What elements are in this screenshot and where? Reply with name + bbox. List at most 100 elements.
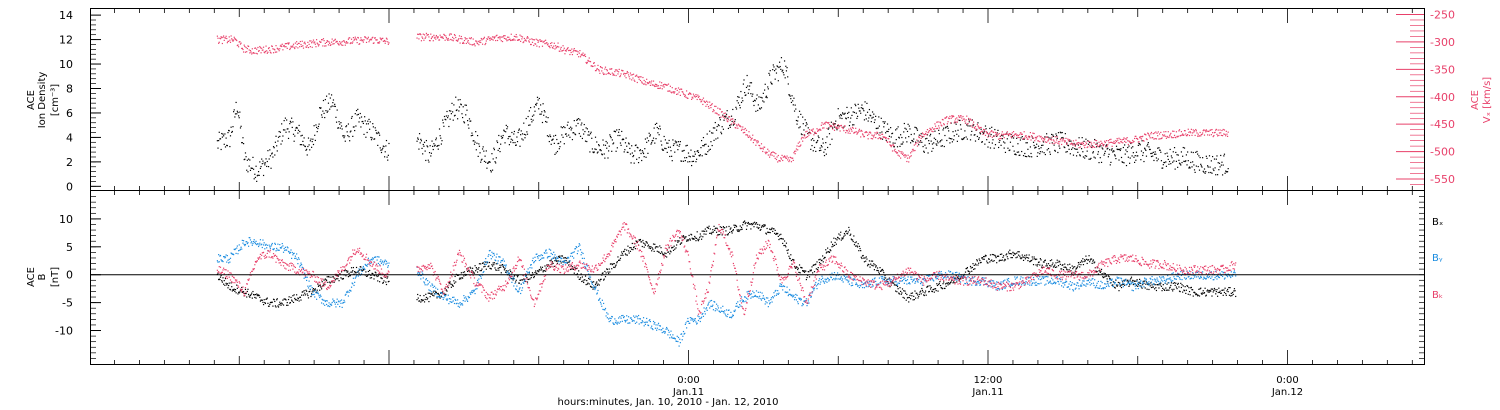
vx-point	[1158, 133, 1161, 135]
vx-point	[773, 155, 775, 157]
vx-point	[894, 148, 896, 151]
bx-point	[592, 288, 594, 290]
vx-point	[354, 38, 356, 40]
bx-point	[267, 302, 269, 304]
vx-point	[1200, 133, 1202, 136]
vx-point	[1001, 131, 1003, 133]
vx-point	[359, 43, 361, 45]
density-point	[1034, 146, 1036, 148]
vx-point	[770, 151, 773, 154]
bx-point	[710, 233, 713, 235]
density-point	[943, 127, 945, 129]
bx-point	[819, 258, 821, 260]
vx-point	[568, 49, 570, 51]
vx-point	[1078, 147, 1080, 149]
bx-point	[747, 221, 749, 224]
density-point	[918, 144, 920, 146]
density-point	[466, 120, 469, 122]
vx-point	[531, 41, 534, 43]
vx-point	[641, 82, 643, 84]
top-panel-data	[216, 32, 1229, 182]
vx-point	[709, 101, 711, 103]
density-point	[560, 126, 562, 128]
bx-point	[503, 269, 506, 271]
density-point	[229, 135, 232, 137]
bx-point	[257, 293, 259, 296]
vx-point	[350, 38, 353, 40]
vx-point	[488, 36, 490, 38]
bx-point	[344, 270, 346, 272]
bx-point	[892, 282, 894, 284]
vx-point	[1068, 139, 1070, 141]
bx-point	[1135, 280, 1137, 282]
bx-point	[900, 290, 902, 293]
vx-point	[882, 136, 884, 138]
vx-point	[921, 132, 924, 134]
density-point	[359, 112, 361, 115]
vx-point	[788, 159, 791, 161]
density-point	[435, 139, 437, 141]
bx-point	[785, 246, 787, 248]
vx-point	[1113, 140, 1115, 142]
density-point	[681, 160, 683, 162]
density-point	[453, 104, 455, 106]
top-right-tick-label: -250	[1430, 8, 1455, 21]
density-point	[256, 180, 258, 182]
density-point	[424, 150, 426, 152]
vx-point	[897, 154, 899, 156]
vx-point	[317, 45, 320, 47]
vx-point	[423, 34, 426, 36]
bx-point	[740, 226, 743, 229]
vx-point	[1219, 129, 1221, 131]
vx-point	[1223, 133, 1225, 135]
bx-point	[590, 286, 592, 288]
bx-point	[1059, 261, 1061, 263]
density-point	[536, 102, 538, 104]
bx-point	[549, 266, 552, 268]
vx-point	[1147, 133, 1149, 135]
density-point	[846, 106, 848, 109]
vx-point	[549, 47, 551, 49]
vx-point	[258, 50, 260, 52]
bx-point	[483, 266, 485, 268]
bx-point	[1045, 265, 1047, 267]
vx-point	[823, 122, 826, 124]
density-point	[619, 134, 621, 137]
bx-point	[604, 270, 606, 273]
density-point	[601, 153, 603, 155]
density-point	[1222, 164, 1224, 166]
density-point	[471, 132, 473, 134]
vx-point	[305, 46, 307, 48]
density-point	[377, 131, 379, 133]
bx-point	[978, 258, 980, 260]
vx-point	[324, 42, 326, 44]
vx-point	[497, 37, 499, 39]
bx-point	[373, 278, 375, 280]
density-point	[810, 139, 812, 141]
bx-point	[372, 272, 374, 275]
density-point	[971, 119, 973, 121]
vx-point	[908, 157, 910, 159]
density-point	[1218, 162, 1221, 164]
bx-point	[1019, 257, 1022, 259]
bx-point	[340, 277, 342, 279]
bx-point	[583, 281, 585, 284]
density-point	[1157, 147, 1159, 149]
density-point	[589, 151, 591, 153]
density-point	[1003, 147, 1005, 149]
density-point	[969, 125, 971, 127]
vx-point	[754, 139, 756, 141]
vx-point	[737, 123, 739, 125]
vx-point	[1072, 144, 1074, 146]
vx-point	[353, 39, 355, 41]
bx-point	[227, 287, 229, 289]
density-point	[425, 139, 428, 142]
density-point	[812, 138, 814, 140]
vx-point	[913, 144, 915, 146]
bx-point	[312, 289, 314, 291]
vx-point	[936, 127, 939, 130]
vx-point	[743, 128, 745, 131]
bx-point	[974, 263, 977, 265]
bx-point	[1062, 264, 1064, 266]
bx-point	[348, 272, 350, 274]
